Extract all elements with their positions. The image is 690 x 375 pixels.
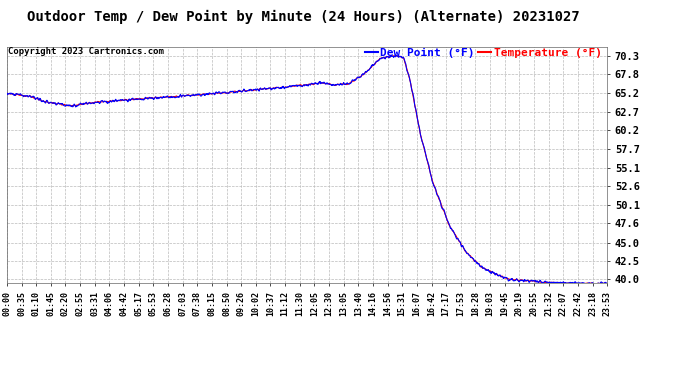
Legend: Dew Point (°F), Temperature (°F): Dew Point (°F), Temperature (°F) xyxy=(365,48,602,58)
Text: Outdoor Temp / Dew Point by Minute (24 Hours) (Alternate) 20231027: Outdoor Temp / Dew Point by Minute (24 H… xyxy=(27,9,580,24)
Text: Copyright 2023 Cartronics.com: Copyright 2023 Cartronics.com xyxy=(8,47,164,56)
